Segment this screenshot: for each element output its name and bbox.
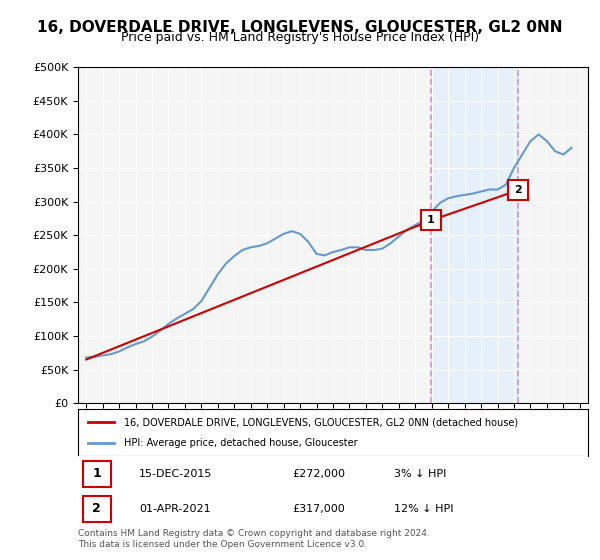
- Text: 12% ↓ HPI: 12% ↓ HPI: [394, 504, 454, 514]
- Text: 16, DOVERDALE DRIVE, LONGLEVENS, GLOUCESTER, GL2 0NN (detached house): 16, DOVERDALE DRIVE, LONGLEVENS, GLOUCES…: [124, 417, 518, 427]
- Text: £317,000: £317,000: [292, 504, 345, 514]
- Text: 1: 1: [92, 468, 101, 480]
- Text: 2: 2: [92, 502, 101, 515]
- Text: 01-APR-2021: 01-APR-2021: [139, 504, 211, 514]
- Text: HPI: Average price, detached house, Gloucester: HPI: Average price, detached house, Glou…: [124, 438, 358, 448]
- Text: 3% ↓ HPI: 3% ↓ HPI: [394, 469, 446, 479]
- Text: 2: 2: [514, 185, 522, 195]
- Text: 16, DOVERDALE DRIVE, LONGLEVENS, GLOUCESTER, GL2 0NN: 16, DOVERDALE DRIVE, LONGLEVENS, GLOUCES…: [37, 20, 563, 35]
- Text: 15-DEC-2015: 15-DEC-2015: [139, 469, 212, 479]
- Text: £272,000: £272,000: [292, 469, 345, 479]
- Text: 1: 1: [427, 216, 435, 226]
- FancyBboxPatch shape: [83, 461, 111, 487]
- Text: Price paid vs. HM Land Registry's House Price Index (HPI): Price paid vs. HM Land Registry's House …: [121, 31, 479, 44]
- FancyBboxPatch shape: [83, 496, 111, 521]
- Text: Contains HM Land Registry data © Crown copyright and database right 2024.
This d: Contains HM Land Registry data © Crown c…: [78, 529, 430, 549]
- Bar: [431, 67, 518, 403]
